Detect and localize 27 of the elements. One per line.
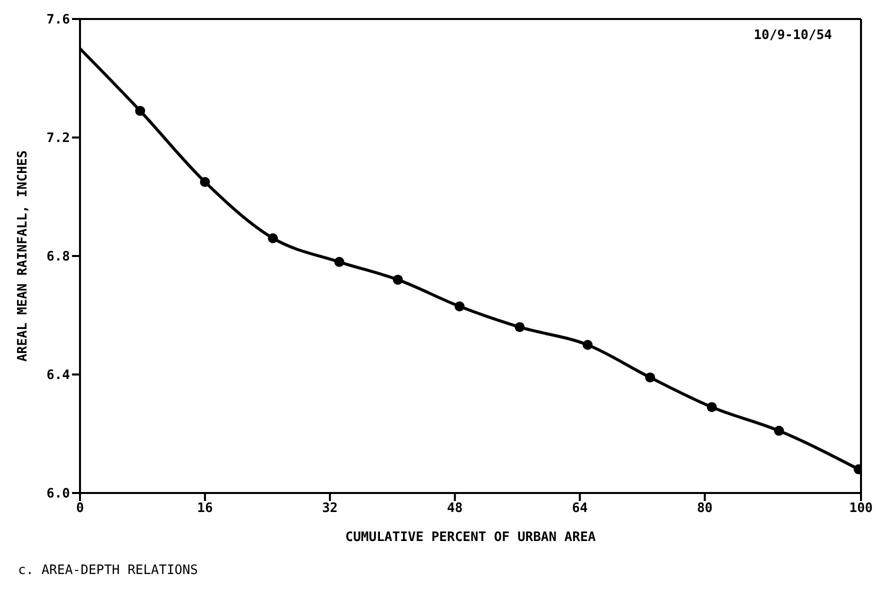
point: [582, 340, 593, 350]
point: [645, 372, 656, 382]
point: [334, 256, 344, 267]
x-tick-label: 100: [849, 501, 873, 516]
y-tick-label: 7.6: [46, 12, 70, 28]
x-tick-label: 0: [76, 501, 84, 516]
x-tick-label: 48: [447, 501, 463, 516]
y-tick-label: 7.2: [46, 131, 70, 146]
x-tick-label: 80: [696, 501, 713, 516]
point: [706, 402, 717, 412]
point: [514, 322, 525, 332]
point: [454, 301, 465, 312]
x-axis-title: CUMULATIVE PERCENT OF URBAN AREA: [345, 530, 596, 545]
y-tick-label: 6.4: [46, 368, 70, 384]
text: c. AREA-DEPTH RELATIONS: [18, 563, 198, 578]
x-tick-label: 32: [322, 501, 338, 516]
x-tick-label: 64: [572, 501, 588, 516]
y-tick-label: 6.8: [46, 250, 70, 265]
point: [774, 426, 784, 436]
point: [135, 106, 146, 116]
point: [268, 233, 278, 244]
x-tick-label: 16: [197, 501, 213, 516]
point: [200, 176, 210, 187]
y-tick-label: 6.0: [46, 486, 70, 502]
annotation: 10/9-10/54: [754, 28, 832, 43]
point: [392, 274, 403, 285]
y-axis-title: AREAL MEAN RAINFALL, INCHES: [16, 150, 31, 362]
